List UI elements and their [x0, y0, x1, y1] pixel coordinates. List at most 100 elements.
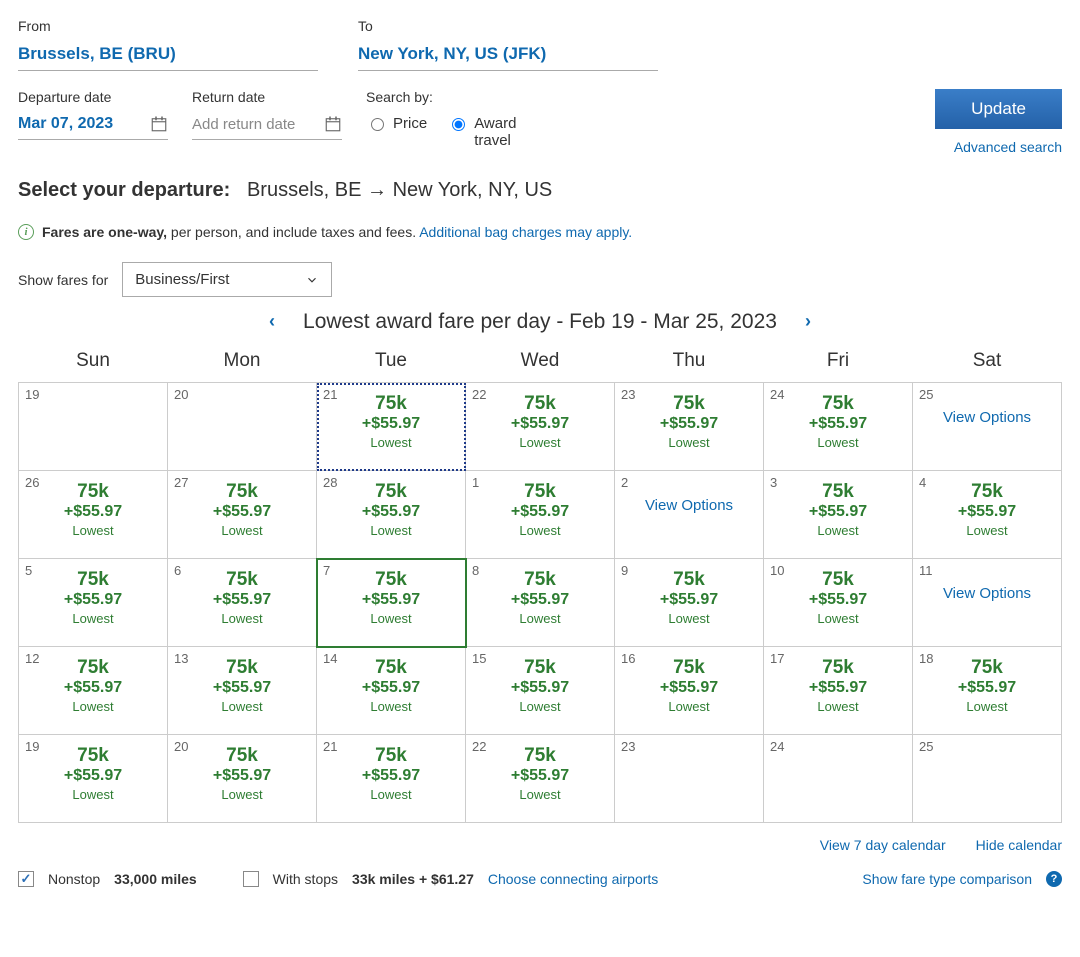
help-icon[interactable]: ? — [1046, 871, 1062, 887]
calendar-day-header: Sat — [913, 342, 1062, 383]
fare-lowest-label: Lowest — [472, 611, 608, 626]
departure-heading: Select your departure: Brussels, BE → Ne… — [18, 179, 1062, 202]
fare-miles: 75k — [25, 481, 161, 503]
fare-block: 75k+$55.97Lowest — [323, 651, 459, 714]
calendar-cell[interactable]: 1075k+$55.97Lowest — [764, 559, 913, 647]
fare-block: 75k+$55.97Lowest — [323, 387, 459, 450]
calendar-cell[interactable]: 1275k+$55.97Lowest — [19, 647, 168, 735]
fare-cash: +$55.97 — [770, 503, 906, 521]
calendar-cell[interactable]: 2275k+$55.97Lowest — [466, 383, 615, 471]
fare-cash: +$55.97 — [770, 679, 906, 697]
fare-cash: +$55.97 — [472, 415, 608, 433]
calendar-cell[interactable]: 875k+$55.97Lowest — [466, 559, 615, 647]
fare-lowest-label: Lowest — [919, 523, 1055, 538]
nonstop-checkbox[interactable] — [18, 871, 34, 887]
fare-miles: 75k — [323, 481, 459, 503]
calendar-cell[interactable]: 25 — [913, 735, 1062, 823]
view-7day-link[interactable]: View 7 day calendar — [820, 837, 946, 853]
search-by-label: Search by: — [366, 89, 534, 105]
calendar-cell[interactable]: 175k+$55.97Lowest — [466, 471, 615, 559]
calendar-day-number: 9 — [621, 563, 628, 578]
calendar-day-number: 5 — [25, 563, 32, 578]
calendar-cell[interactable]: 775k+$55.97Lowest — [317, 559, 466, 647]
fare-lowest-label: Lowest — [472, 787, 608, 802]
from-label: From — [18, 18, 318, 34]
award-radio-input[interactable] — [452, 118, 465, 131]
calendar-cell[interactable]: 11View Options — [913, 559, 1062, 647]
calendar-cell[interactable]: 375k+$55.97Lowest — [764, 471, 913, 559]
fare-block: 75k+$55.97Lowest — [25, 651, 161, 714]
fare-cash: +$55.97 — [323, 679, 459, 697]
calendar-cell[interactable]: 2075k+$55.97Lowest — [168, 735, 317, 823]
bag-charges-link[interactable]: Additional bag charges may apply. — [419, 224, 632, 240]
calendar-cell[interactable]: 2475k+$55.97Lowest — [764, 383, 913, 471]
calendar-day-number: 24 — [770, 739, 784, 754]
calendar-cell[interactable]: 2875k+$55.97Lowest — [317, 471, 466, 559]
chevron-down-icon — [305, 273, 319, 287]
calendar-day-number: 28 — [323, 475, 337, 490]
calendar-cell[interactable]: 1575k+$55.97Lowest — [466, 647, 615, 735]
fare-lowest-label: Lowest — [472, 699, 608, 714]
calendar-cell[interactable]: 23 — [615, 735, 764, 823]
calendar-cell[interactable]: 1375k+$55.97Lowest — [168, 647, 317, 735]
calendar-cell[interactable]: 675k+$55.97Lowest — [168, 559, 317, 647]
from-input[interactable]: Brussels, BE (BRU) — [18, 40, 318, 71]
advanced-search-link[interactable]: Advanced search — [954, 139, 1062, 155]
calendar-cell[interactable]: 1475k+$55.97Lowest — [317, 647, 466, 735]
calendar-cell[interactable]: 1975k+$55.97Lowest — [19, 735, 168, 823]
calendar-cell[interactable]: 475k+$55.97Lowest — [913, 471, 1062, 559]
departure-date-input[interactable]: Mar 07, 2023 — [18, 111, 168, 140]
fare-cash: +$55.97 — [323, 767, 459, 785]
calendar-day-number: 25 — [919, 739, 933, 754]
price-radio-input[interactable] — [371, 118, 384, 131]
calendar-day-number: 2 — [621, 475, 628, 490]
calendar-cell[interactable]: 2375k+$55.97Lowest — [615, 383, 764, 471]
fare-cash: +$55.97 — [25, 591, 161, 609]
to-label: To — [358, 18, 658, 34]
calendar-cell[interactable]: 19 — [19, 383, 168, 471]
calendar-cell[interactable]: 575k+$55.97Lowest — [19, 559, 168, 647]
fare-lowest-label: Lowest — [323, 699, 459, 714]
fare-lowest-label: Lowest — [472, 435, 608, 450]
fare-lowest-label: Lowest — [770, 435, 906, 450]
fare-comparison-link[interactable]: Show fare type comparison — [862, 871, 1032, 887]
fare-lowest-label: Lowest — [770, 699, 906, 714]
calendar-cell[interactable]: 2175k+$55.97Lowest — [317, 383, 466, 471]
calendar-cell[interactable]: 1775k+$55.97Lowest — [764, 647, 913, 735]
calendar-cell[interactable]: 2275k+$55.97Lowest — [466, 735, 615, 823]
price-radio[interactable]: Price — [366, 115, 427, 149]
fare-cash: +$55.97 — [621, 679, 757, 697]
fare-class-select[interactable]: Business/First — [122, 262, 332, 297]
hide-calendar-link[interactable]: Hide calendar — [976, 837, 1062, 853]
calendar-day-number: 1 — [472, 475, 479, 490]
calendar-cell[interactable]: 25View Options — [913, 383, 1062, 471]
fare-cash: +$55.97 — [25, 503, 161, 521]
award-radio[interactable]: Award travel — [447, 115, 534, 149]
calendar-cell[interactable]: 2675k+$55.97Lowest — [19, 471, 168, 559]
choose-airports-link[interactable]: Choose connecting airports — [488, 871, 658, 887]
calendar-cell[interactable]: 2175k+$55.97Lowest — [317, 735, 466, 823]
fare-miles: 75k — [919, 481, 1055, 503]
departure-heading-route: Brussels, BE → New York, NY, US — [247, 179, 552, 201]
calendar-cell[interactable]: 1675k+$55.97Lowest — [615, 647, 764, 735]
calendar-cell[interactable]: 20 — [168, 383, 317, 471]
fare-class-row: Show fares for Business/First — [18, 262, 1062, 297]
calendar-cell[interactable]: 24 — [764, 735, 913, 823]
update-button[interactable]: Update — [935, 89, 1062, 129]
calendar-cell[interactable]: 2View Options — [615, 471, 764, 559]
return-date-input[interactable]: Add return date — [192, 111, 342, 140]
view-options-link[interactable]: View Options — [621, 475, 757, 514]
fare-lowest-label: Lowest — [323, 523, 459, 538]
view-options-link[interactable]: View Options — [919, 563, 1055, 602]
calendar-next-button[interactable]: › — [797, 307, 819, 336]
view-options-link[interactable]: View Options — [919, 387, 1055, 426]
withstops-checkbox[interactable] — [243, 871, 259, 887]
calendar-cell[interactable]: 1875k+$55.97Lowest — [913, 647, 1062, 735]
calendar-cell[interactable]: 2775k+$55.97Lowest — [168, 471, 317, 559]
calendar-cell[interactable]: 975k+$55.97Lowest — [615, 559, 764, 647]
fare-lowest-label: Lowest — [621, 435, 757, 450]
to-input[interactable]: New York, NY, US (JFK) — [358, 40, 658, 71]
calendar-prev-button[interactable]: ‹ — [261, 307, 283, 336]
fare-miles: 75k — [621, 569, 757, 591]
fare-lowest-label: Lowest — [919, 699, 1055, 714]
